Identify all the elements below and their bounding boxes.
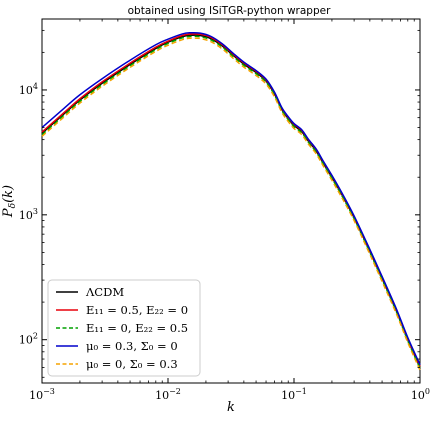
legend-label-1: ΛCDM xyxy=(85,285,124,299)
chart-title: obtained using ISiTGR-python wrapper xyxy=(128,5,331,17)
minor-ticks xyxy=(42,19,420,383)
legend-label-4: μ₀ = 0.3, Σ₀ = 0 xyxy=(86,339,178,353)
legend-label-3: E₁₁ = 0, E₂₂ = 0.5 xyxy=(86,321,188,335)
legend-label-5: μ₀ = 0, Σ₀ = 0.3 xyxy=(86,357,178,371)
y-tick-label: 103 xyxy=(19,207,38,222)
series-lines xyxy=(41,31,421,371)
x-tick-label: 100 xyxy=(411,387,430,402)
tick-labels: 10−3 10−2 10−1 100 102 103 104 xyxy=(19,82,430,402)
x-tick-label: 10−3 xyxy=(29,387,55,402)
y-tick-label: 104 xyxy=(19,82,38,97)
y-axis-label: Pδ(k) xyxy=(1,185,18,218)
x-tick-label: 10−1 xyxy=(281,387,307,402)
series-line-4 xyxy=(41,31,421,366)
x-axis-label: k xyxy=(227,400,235,415)
major-ticks xyxy=(41,19,421,383)
svg-text:Pδ(k): Pδ(k) xyxy=(1,185,18,218)
x-tick-label: 10−2 xyxy=(155,387,181,402)
y-tick-label: 102 xyxy=(19,332,38,347)
plot-frame xyxy=(41,18,421,384)
legend-label-2: E₁₁ = 0.5, E₂₂ = 0 xyxy=(86,303,188,317)
legend-box xyxy=(47,279,201,377)
legend: ΛCDM E₁₁ = 0.5, E₂₂ = 0 E₁₁ = 0, E₂₂ = 0.5… xyxy=(47,279,201,377)
